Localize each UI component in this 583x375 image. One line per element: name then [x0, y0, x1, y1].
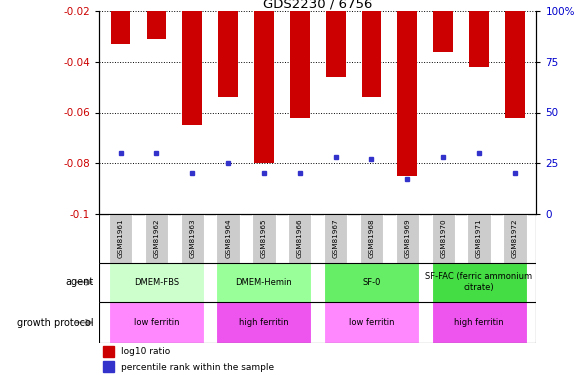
Bar [396, 214, 419, 262]
Bar [218, 11, 238, 98]
Bar [324, 262, 419, 302]
Bar [288, 214, 311, 262]
Bar [109, 302, 204, 343]
Bar [109, 262, 204, 302]
Bar [252, 214, 276, 262]
Bar [361, 11, 381, 98]
Bar [254, 11, 274, 163]
Text: percentile rank within the sample: percentile rank within the sample [121, 363, 274, 372]
Bar [505, 11, 525, 118]
Text: DMEM-FBS: DMEM-FBS [134, 278, 179, 286]
Bar [146, 11, 166, 39]
Bar [398, 11, 417, 176]
Bar [181, 214, 204, 262]
Bar [431, 302, 526, 343]
Text: agent: agent [65, 277, 93, 287]
Text: GSM81967: GSM81967 [333, 218, 339, 258]
Text: GSM81962: GSM81962 [153, 218, 160, 258]
Bar [109, 214, 132, 262]
Bar [433, 11, 453, 52]
Title: GDS2230 / 6756: GDS2230 / 6756 [263, 0, 373, 10]
Text: high ferritin: high ferritin [239, 318, 289, 327]
Bar [324, 214, 347, 262]
Bar [468, 214, 491, 262]
Bar [104, 346, 114, 357]
Text: GSM81965: GSM81965 [261, 218, 267, 258]
Bar [503, 214, 526, 262]
Bar [111, 11, 131, 44]
Text: low ferritin: low ferritin [349, 318, 394, 327]
Text: DMEM-Hemin: DMEM-Hemin [236, 278, 292, 286]
Bar [326, 11, 346, 77]
Bar [290, 11, 310, 118]
Bar [431, 262, 526, 302]
Bar [216, 262, 311, 302]
Text: GSM81969: GSM81969 [405, 218, 410, 258]
Text: GSM81963: GSM81963 [189, 218, 195, 258]
Bar [182, 11, 202, 125]
Bar [360, 214, 383, 262]
Text: GSM81968: GSM81968 [368, 218, 374, 258]
Bar [324, 302, 419, 343]
Bar [104, 361, 114, 372]
Text: SF-0: SF-0 [362, 278, 381, 286]
Text: growth protocol: growth protocol [17, 318, 93, 327]
Text: GSM81961: GSM81961 [118, 218, 124, 258]
Text: high ferritin: high ferritin [454, 318, 504, 327]
Text: GSM81971: GSM81971 [476, 218, 482, 258]
Bar [216, 302, 311, 343]
Text: GSM81972: GSM81972 [512, 218, 518, 258]
Bar [431, 214, 455, 262]
Bar [216, 214, 240, 262]
Text: GSM81964: GSM81964 [225, 218, 231, 258]
Text: GSM81970: GSM81970 [440, 218, 446, 258]
Text: log10 ratio: log10 ratio [121, 347, 170, 356]
Text: low ferritin: low ferritin [134, 318, 179, 327]
Bar [145, 214, 168, 262]
Text: SF-FAC (ferric ammonium
citrate): SF-FAC (ferric ammonium citrate) [426, 273, 533, 292]
Text: GSM81966: GSM81966 [297, 218, 303, 258]
Bar [469, 11, 489, 67]
